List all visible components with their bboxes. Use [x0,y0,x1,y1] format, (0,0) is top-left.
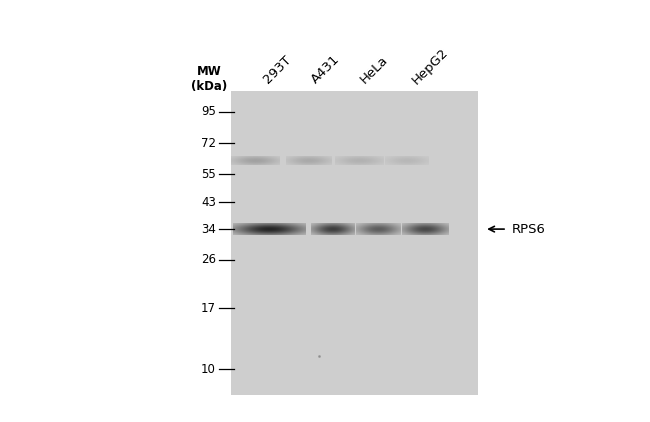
Text: MW
(kDa): MW (kDa) [191,65,228,93]
Text: 72: 72 [201,137,216,150]
Text: A431: A431 [309,53,343,87]
Text: 26: 26 [201,253,216,266]
Text: 17: 17 [201,302,216,315]
Text: HepG2: HepG2 [410,45,451,87]
Text: 55: 55 [201,168,216,181]
Text: RPS6: RPS6 [512,222,546,235]
Text: 95: 95 [201,105,216,118]
Text: 293T: 293T [261,54,293,87]
Bar [231,91,478,395]
Text: 10: 10 [201,362,216,376]
Text: HeLa: HeLa [358,54,391,87]
Text: 43: 43 [201,196,216,209]
Text: 34: 34 [201,222,216,235]
